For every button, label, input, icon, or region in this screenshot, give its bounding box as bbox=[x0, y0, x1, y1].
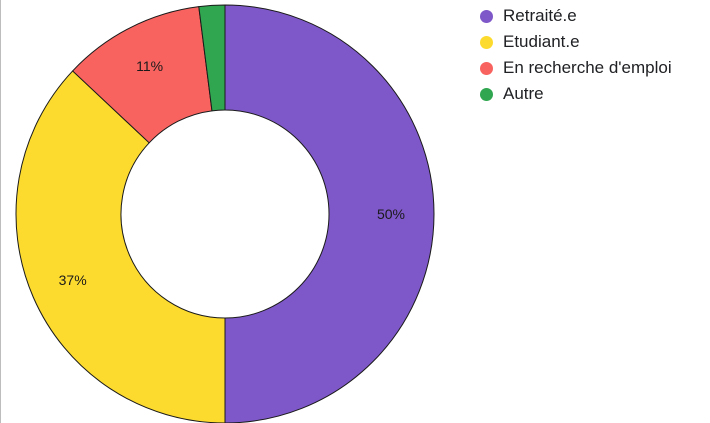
slice-etudiant-e[interactable] bbox=[15, 70, 226, 423]
donut-chart: 50% 37% 11% bbox=[15, 4, 435, 423]
legend-item-etudiant-e[interactable]: Etudiant.e bbox=[480, 30, 672, 54]
legend-item-autre[interactable]: Autre bbox=[480, 82, 672, 106]
legend-swatch-icon bbox=[480, 9, 493, 23]
chart-legend: Retraité.e Etudiant.e En recherche d'emplo… bbox=[480, 4, 672, 108]
data-label-retraite-e: 50% bbox=[377, 206, 405, 222]
legend-item-retraite-e[interactable]: Retraité.e bbox=[480, 4, 672, 28]
slice-autre[interactable] bbox=[198, 4, 226, 112]
legend-label: Retraité.e bbox=[503, 6, 577, 25]
legend-item-en-recherche-d-emploi[interactable]: En recherche d'emploi bbox=[480, 56, 672, 80]
slice-retraite-e[interactable] bbox=[224, 4, 435, 423]
data-label-etudiant-e: 37% bbox=[59, 272, 87, 288]
legend-label: Etudiant.e bbox=[503, 32, 580, 51]
legend-swatch-icon bbox=[480, 87, 493, 101]
chart-data-labels: 50% 37% 11% bbox=[59, 58, 405, 288]
left-border bbox=[0, 0, 1, 423]
chart-slices bbox=[15, 4, 435, 423]
legend-label: Autre bbox=[503, 84, 544, 103]
legend-swatch-icon bbox=[480, 35, 493, 49]
legend-swatch-icon bbox=[480, 61, 493, 75]
data-label-en-recherche-d-emploi: 11% bbox=[136, 58, 163, 74]
legend-label: En recherche d'emploi bbox=[503, 58, 672, 77]
